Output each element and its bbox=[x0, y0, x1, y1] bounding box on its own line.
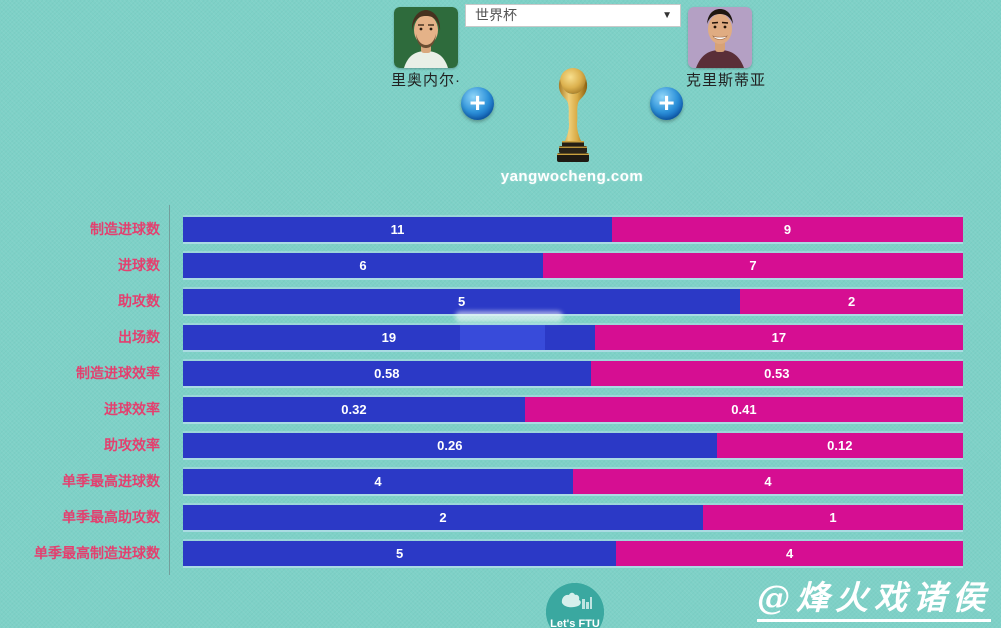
stat-segment-right: 17 bbox=[594, 325, 963, 350]
stat-bar: 19 17 bbox=[183, 325, 963, 350]
stat-segment-right: 9 bbox=[612, 217, 963, 242]
stat-segment-right: 4 bbox=[616, 541, 963, 566]
stat-category-label: 制造进球数 bbox=[90, 221, 160, 237]
stat-segment-left: 5 bbox=[183, 541, 617, 566]
stat-segment-left: 4 bbox=[183, 469, 573, 494]
stat-value-right: 0.12 bbox=[827, 438, 853, 453]
stat-bar: 0.32 0.41 bbox=[183, 397, 963, 422]
plus-icon: + bbox=[469, 87, 486, 118]
stat-row: 进球数 6 7 bbox=[0, 253, 1001, 278]
stat-segment-right: 0.53 bbox=[590, 361, 963, 386]
player-avatar-right[interactable] bbox=[688, 7, 752, 68]
messi-portrait-image bbox=[394, 7, 458, 68]
ronaldo-portrait-image bbox=[688, 7, 752, 68]
stat-category-label: 单季最高助攻数 bbox=[62, 509, 160, 525]
plus-icon: + bbox=[658, 87, 675, 118]
stat-bar: 0.26 0.12 bbox=[183, 433, 963, 458]
stat-value-left: 0.58 bbox=[374, 366, 400, 381]
chart-separator-line bbox=[169, 205, 170, 575]
stat-segment-right: 0.41 bbox=[524, 397, 963, 422]
stat-value-right: 0.41 bbox=[731, 402, 757, 417]
stat-segment-left: 0.58 bbox=[183, 361, 591, 386]
stat-value-right: 2 bbox=[847, 294, 856, 309]
stat-value-left: 19 bbox=[381, 330, 397, 345]
stat-segment-left: 6 bbox=[183, 253, 543, 278]
stat-bar: 11 9 bbox=[183, 217, 963, 242]
add-player-button-left[interactable]: + bbox=[461, 87, 494, 120]
player-name-right: 克里斯蒂亚 bbox=[686, 72, 767, 89]
stat-category-label: 助攻效率 bbox=[104, 437, 160, 453]
stat-category-label: 单季最高进球数 bbox=[62, 473, 160, 489]
stat-value-left: 0.26 bbox=[437, 438, 463, 453]
player-name-left: 里奥内尔· bbox=[391, 72, 461, 89]
stat-value-right: 7 bbox=[749, 258, 757, 273]
logo-label: Let's FTU bbox=[550, 618, 600, 628]
lets-ftu-logo-icon: Let's FTU bbox=[546, 583, 604, 628]
chevron-down-icon: ▼ bbox=[662, 10, 672, 21]
stat-segment-left: 2 bbox=[183, 505, 703, 530]
stat-row: 制造进球数 11 9 bbox=[0, 217, 1001, 242]
stat-segment-left: 19 bbox=[183, 325, 595, 350]
stat-value-left: 6 bbox=[359, 258, 367, 273]
stat-row: 助攻数 5 2 bbox=[0, 289, 1001, 314]
author-watermark: @烽火戏诸侯 bbox=[757, 580, 991, 622]
stat-row: 进球效率 0.32 0.41 bbox=[0, 397, 1001, 422]
competition-select-value: 世界杯 bbox=[475, 7, 517, 23]
stat-segment-right: 2 bbox=[740, 289, 963, 314]
site-watermark: yangwocheng.com bbox=[500, 168, 644, 185]
stat-segment-left: 0.26 bbox=[183, 433, 717, 458]
stat-row: 单季最高制造进球数 5 4 bbox=[0, 541, 1001, 566]
stat-value-right: 9 bbox=[783, 222, 792, 237]
stat-category-label: 进球数 bbox=[118, 257, 160, 273]
stat-value-right: 4 bbox=[786, 546, 794, 561]
stat-segment-right: 1 bbox=[702, 505, 963, 530]
stat-segment-right: 0.12 bbox=[716, 433, 963, 458]
stat-category-label: 助攻数 bbox=[118, 293, 160, 309]
stat-value-left: 11 bbox=[390, 222, 405, 237]
stat-row: 单季最高进球数 4 4 bbox=[0, 469, 1001, 494]
stat-value-left: 4 bbox=[374, 474, 382, 489]
stat-value-left: 5 bbox=[457, 294, 466, 309]
stat-row: 单季最高助攻数 2 1 bbox=[0, 505, 1001, 530]
stat-category-label: 进球效率 bbox=[104, 401, 160, 417]
competition-select[interactable]: 世界杯 ▼ bbox=[465, 4, 681, 27]
stat-segment-left: 5 bbox=[183, 289, 741, 314]
stat-segment-right: 7 bbox=[543, 253, 963, 278]
stat-segment-left: 11 bbox=[183, 217, 612, 242]
stat-segment-left: 0.32 bbox=[183, 397, 525, 422]
stat-segment-right: 4 bbox=[573, 469, 963, 494]
stat-value-left: 5 bbox=[396, 546, 404, 561]
stat-row: 助攻效率 0.26 0.12 bbox=[0, 433, 1001, 458]
stat-category-label: 单季最高制造进球数 bbox=[34, 545, 160, 561]
stat-value-right: 0.53 bbox=[764, 366, 790, 381]
lets-ftu-logo: Let's FTU bbox=[546, 583, 604, 628]
stat-category-label: 制造进球效率 bbox=[76, 365, 160, 381]
add-player-button-right[interactable]: + bbox=[650, 87, 683, 120]
stat-category-label: 出场数 bbox=[118, 329, 160, 345]
world-cup-trophy-icon bbox=[557, 68, 589, 162]
stat-row: 制造进球效率 0.58 0.53 bbox=[0, 361, 1001, 386]
stat-value-right: 17 bbox=[771, 330, 787, 345]
stat-row: 出场数 19 17 bbox=[0, 325, 1001, 350]
stat-value-left: 2 bbox=[439, 510, 447, 525]
stat-bar: 0.58 0.53 bbox=[183, 361, 963, 386]
stat-value-left: 0.32 bbox=[341, 402, 367, 417]
stat-value-right: 1 bbox=[829, 510, 837, 525]
player-avatar-left[interactable] bbox=[394, 7, 458, 68]
stat-value-right: 4 bbox=[764, 474, 772, 489]
